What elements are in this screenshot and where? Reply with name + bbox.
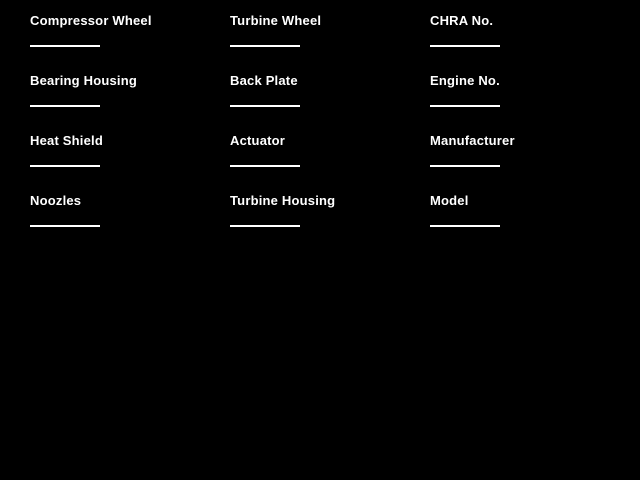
field-input-line[interactable] [30,105,100,107]
form-field-actuator: Actuator [230,133,430,193]
field-input-line[interactable] [30,165,100,167]
form-field-turbine-wheel: Turbine Wheel [230,13,430,73]
field-label: CHRA No. [430,13,494,28]
form-field-compressor-wheel: Compressor Wheel [30,13,230,73]
field-input-line[interactable] [30,225,100,227]
parts-form-grid: Compressor Wheel Turbine Wheel CHRA No. … [30,13,630,253]
field-input-line[interactable] [230,165,300,167]
field-label: Noozles [30,193,82,208]
form-field-bearing-housing: Bearing Housing [30,73,230,133]
form-field-back-plate: Back Plate [230,73,430,133]
form-field-model: Model [430,193,630,253]
field-label: Model [430,193,469,208]
field-label: Actuator [230,133,286,148]
field-label: Back Plate [230,73,298,88]
form-field-heat-shield: Heat Shield [30,133,230,193]
field-label: Turbine Wheel [230,13,322,28]
form-field-manufacturer: Manufacturer [430,133,630,193]
field-input-line[interactable] [430,45,500,47]
field-label: Turbine Housing [230,193,336,208]
field-input-line[interactable] [430,225,500,227]
field-label: Bearing Housing [30,73,138,88]
field-label: Manufacturer [430,133,515,148]
field-label: Heat Shield [30,133,103,148]
form-field-turbine-housing: Turbine Housing [230,193,430,253]
field-input-line[interactable] [230,45,300,47]
field-input-line[interactable] [30,45,100,47]
field-input-line[interactable] [430,105,500,107]
form-field-engine-no: Engine No. [430,73,630,133]
field-input-line[interactable] [430,165,500,167]
field-label: Engine No. [430,73,500,88]
form-field-noozles: Noozles [30,193,230,253]
field-input-line[interactable] [230,105,300,107]
field-label: Compressor Wheel [30,13,152,28]
form-field-chra-no: CHRA No. [430,13,630,73]
field-input-line[interactable] [230,225,300,227]
